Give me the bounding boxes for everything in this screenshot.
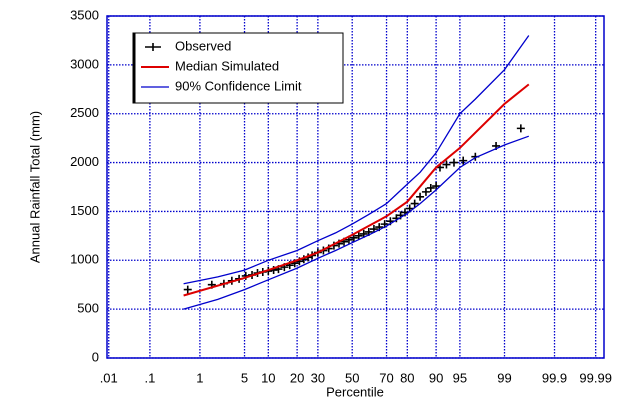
x-tick-label: 99.99	[579, 370, 612, 385]
observed-point	[410, 199, 419, 208]
x-tick-label: 99.9	[542, 370, 567, 385]
legend-label: Observed	[175, 38, 231, 53]
observed-point	[354, 231, 363, 240]
y-tick-label: 500	[77, 301, 99, 316]
observed-point	[183, 285, 192, 294]
x-tick-label: 1	[196, 370, 203, 385]
observed-point	[459, 156, 468, 165]
x-tick-label: 99	[497, 370, 511, 385]
x-tick-label: .1	[144, 370, 155, 385]
x-tick-label: 80	[400, 370, 414, 385]
observed-point	[449, 158, 458, 167]
series-line	[183, 35, 530, 285]
x-tick-label: 20	[290, 370, 304, 385]
series-line	[183, 135, 530, 310]
y-tick-label: 3500	[70, 7, 99, 22]
observed-point	[349, 233, 358, 242]
legend-marker	[145, 43, 161, 51]
x-tick-label: 90	[429, 370, 443, 385]
legend-label: Median Simulated	[175, 58, 279, 73]
x-tick-label: 50	[345, 370, 359, 385]
series-line	[183, 83, 530, 297]
x-tick-label: 30	[311, 370, 325, 385]
observed-point	[516, 124, 525, 133]
observed-point	[416, 192, 425, 201]
plot-frame	[106, 15, 605, 359]
y-tick-label: 1000	[70, 252, 99, 267]
observed-point	[432, 182, 441, 191]
x-tick-label: 95	[453, 370, 467, 385]
y-tick-label: 1500	[70, 203, 99, 218]
x-tick-label: 10	[261, 370, 275, 385]
observed-point	[426, 183, 435, 192]
observed-point	[421, 187, 430, 196]
x-tick-label: 5	[241, 370, 248, 385]
x-tick-label: 70	[379, 370, 393, 385]
x-axis-label: Percentile	[326, 384, 384, 399]
observed-point	[442, 160, 451, 169]
y-tick-label: 2000	[70, 154, 99, 169]
x-tick-label: .01	[100, 370, 118, 385]
y-tick-label: 3000	[70, 56, 99, 71]
y-tick-label: 0	[92, 349, 99, 364]
y-axis-label: Annual Rainfall Total (mm)	[27, 111, 42, 263]
legend-label: 90% Confidence Limit	[175, 78, 302, 93]
y-tick-label: 2500	[70, 105, 99, 120]
